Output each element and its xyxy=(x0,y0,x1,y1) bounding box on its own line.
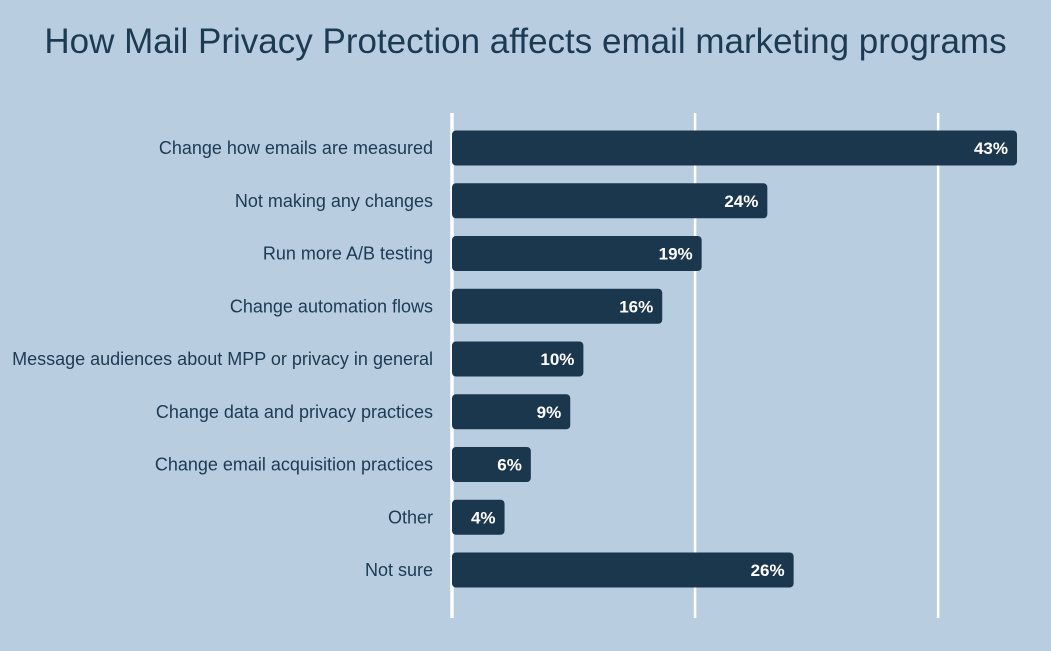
category-label: Not sure xyxy=(365,560,433,580)
bars: 43% 24% 19% 16% 10% 9% 6% 4% 26% xyxy=(452,130,1017,588)
category-label: Other xyxy=(388,507,433,527)
bar-value-label: 9% xyxy=(537,403,562,422)
bar xyxy=(452,552,794,588)
bar-value-label: 19% xyxy=(659,245,693,264)
category-label: Change email acquisition practices xyxy=(155,455,433,475)
bar xyxy=(452,341,584,377)
bar xyxy=(452,394,571,430)
category-label: Change automation flows xyxy=(230,296,433,316)
bar xyxy=(452,447,531,482)
bar xyxy=(452,499,505,535)
bar-value-label: 10% xyxy=(540,350,574,369)
bar xyxy=(452,130,1017,166)
bar-value-label: 43% xyxy=(974,139,1008,158)
bar-value-label: 16% xyxy=(619,297,653,316)
chart-title: How Mail Privacy Protection affects emai… xyxy=(44,22,1007,61)
category-label: Change how emails are measured xyxy=(159,138,433,158)
bar xyxy=(452,236,702,271)
category-label: Run more A/B testing xyxy=(263,244,433,264)
category-labels: Change how emails are measured Not making… xyxy=(12,138,433,580)
category-label: Not making any changes xyxy=(235,191,433,211)
category-label: Message audiences about MPP or privacy i… xyxy=(12,349,433,369)
bar xyxy=(452,183,768,219)
bar-value-label: 4% xyxy=(471,508,496,527)
category-label: Change data and privacy practices xyxy=(156,402,433,422)
bar-value-label: 6% xyxy=(497,456,522,475)
bar xyxy=(452,288,663,324)
bar-value-label: 24% xyxy=(724,192,758,211)
bar-value-label: 26% xyxy=(751,561,785,580)
